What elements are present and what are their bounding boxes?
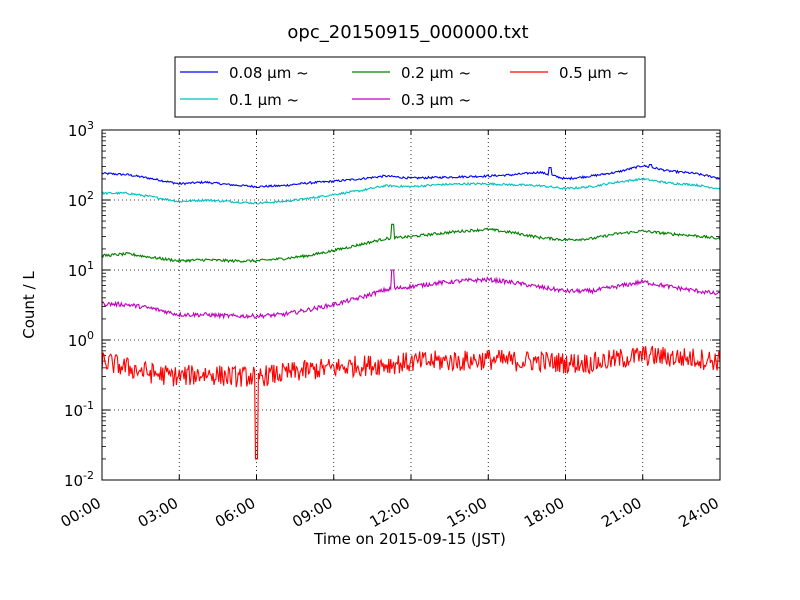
- chart-title: opc_20150915_000000.txt: [287, 22, 528, 43]
- y-tick-labels: 10-2 10-1 100 101 102 103: [64, 119, 94, 490]
- y-axis-label: Count / L: [20, 271, 38, 339]
- legend: 0.08 μm ~ 0.1 μm ~ 0.2 μm ~ 0.3 μm ~ 0.5 μm …: [174, 56, 646, 118]
- legend-label: 0.3 μm ~: [401, 91, 471, 109]
- series-line: [101, 269, 721, 320]
- x-axis-label: Time on 2015-09-15 (JST): [313, 530, 506, 548]
- legend-box: [174, 56, 646, 118]
- legend-label: 0.2 μm ~: [401, 64, 471, 82]
- y-tick-label: 10-1: [64, 399, 94, 420]
- y-tick-label: 101: [68, 259, 94, 280]
- series-lines: [101, 164, 721, 460]
- plot-border: [101, 129, 721, 481]
- legend-items: 0.08 μm ~ 0.1 μm ~ 0.2 μm ~ 0.3 μm ~ 0.5 μm …: [180, 64, 629, 109]
- legend-label: 0.1 μm ~: [229, 91, 299, 109]
- plot-area: [101, 129, 721, 481]
- y-minor-ticks: [102, 132, 720, 460]
- plot-frame: [101, 129, 721, 481]
- grid-lines: [102, 130, 720, 480]
- series-line: [101, 223, 721, 264]
- y-tick-label: 102: [68, 189, 94, 210]
- y-tick-label: 100: [68, 329, 94, 350]
- legend-label: 0.5 μm ~: [559, 64, 629, 82]
- legend-label: 0.08 μm ~: [229, 64, 309, 82]
- series-line: [101, 164, 721, 189]
- y-tick-label: 10-2: [64, 469, 94, 490]
- series-line: [101, 345, 721, 460]
- series-line: [101, 177, 721, 205]
- y-tick-label: 103: [68, 119, 94, 140]
